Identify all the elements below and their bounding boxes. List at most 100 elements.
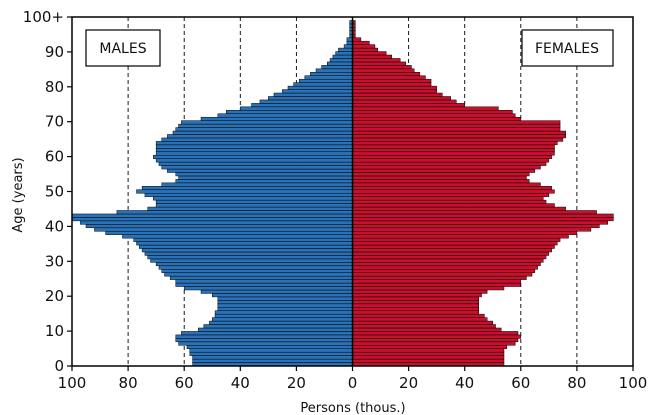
female-bar-age-93 <box>352 40 370 45</box>
female-bar-age-45 <box>352 206 566 211</box>
male-bar-age-92 <box>343 44 353 49</box>
female-bar-age-21 <box>352 289 488 294</box>
legend-females-label: FEMALES <box>535 41 599 57</box>
female-bar-age-1 <box>352 358 505 363</box>
bars <box>71 20 614 367</box>
male-bar-age-2 <box>192 355 353 360</box>
x-tick-label: 80 <box>567 374 586 392</box>
male-bar-age-80 <box>287 85 353 90</box>
female-bar-age-10 <box>352 327 502 332</box>
female-bar-age-46 <box>352 203 555 208</box>
male-bar-age-10 <box>197 327 353 332</box>
female-bar-age-37 <box>352 234 569 239</box>
male-bar-age-51 <box>141 186 353 191</box>
female-bar-age-3 <box>352 351 505 356</box>
male-bar-age-24 <box>175 279 353 284</box>
female-bar-age-91 <box>352 47 378 52</box>
female-bar-age-36 <box>352 237 561 242</box>
male-bar-age-70 <box>181 120 353 125</box>
female-bar-age-8 <box>352 334 522 339</box>
female-bar-age-42 <box>352 217 614 222</box>
legend-females-box <box>521 29 614 67</box>
male-bar-age-22 <box>183 286 353 291</box>
female-bar-age-66 <box>352 134 566 139</box>
male-bar-age-28 <box>158 265 353 270</box>
female-bar-age-58 <box>352 161 547 166</box>
x-tick-label: 40 <box>231 374 250 392</box>
female-bar-age-24 <box>352 279 522 284</box>
male-bar-age-49 <box>144 192 353 197</box>
legend-males: MALES <box>85 29 161 67</box>
female-bar-age-89 <box>352 54 393 59</box>
female-bar-age-70 <box>352 120 561 125</box>
male-bar-age-47 <box>155 199 353 204</box>
female-bar-age-2 <box>352 355 505 360</box>
male-bar-age-59 <box>155 158 353 163</box>
female-bar-age-81 <box>352 82 432 87</box>
male-bar-age-33 <box>141 248 353 253</box>
female-bar-age-78 <box>352 92 443 97</box>
male-bar-age-29 <box>155 262 353 267</box>
male-bar-age-83 <box>304 75 353 80</box>
male-bar-age-43 <box>71 213 353 218</box>
male-bar-age-36 <box>133 237 353 242</box>
female-bar-age-17 <box>352 303 479 308</box>
female-bar-age-7 <box>352 338 519 343</box>
x-tick-label: 60 <box>175 374 194 392</box>
female-bar-age-74 <box>352 106 499 111</box>
male-bar-age-62 <box>155 148 353 153</box>
y-tick-label: 100+ <box>23 8 64 26</box>
male-bar-age-58 <box>158 161 353 166</box>
female-bar-age-31 <box>352 255 547 260</box>
male-bar-age-90 <box>335 51 353 56</box>
male-bar-age-12 <box>209 320 353 325</box>
male-bar-age-3 <box>189 351 353 356</box>
male-bar-age-19 <box>217 296 353 301</box>
male-bar-age-13 <box>212 317 353 322</box>
female-bar-age-40 <box>352 224 600 229</box>
male-bar-age-67 <box>172 130 353 135</box>
y-tick-label: 40 <box>45 217 64 235</box>
y-tick-label: 20 <box>45 287 64 305</box>
female-bar-age-43 <box>352 213 614 218</box>
female-bar-age-60 <box>352 154 552 159</box>
male-bar-age-1 <box>192 358 353 363</box>
female-bar-age-69 <box>352 123 561 128</box>
female-bar-age-9 <box>352 331 519 336</box>
female-bar-age-68 <box>352 127 561 132</box>
female-bar-age-11 <box>352 324 496 329</box>
y-axis-label: Age (years) <box>11 157 26 232</box>
male-bar-age-11 <box>203 324 353 329</box>
male-bar-age-39 <box>94 227 353 232</box>
female-bar-age-44 <box>352 210 597 215</box>
male-bar-age-18 <box>217 300 353 305</box>
x-tick-label: 100 <box>619 374 648 392</box>
female-bar-age-39 <box>352 227 592 232</box>
female-bar-age-14 <box>352 313 485 318</box>
male-bar-age-46 <box>155 203 353 208</box>
female-bar-age-6 <box>352 341 516 346</box>
female-bar-age-35 <box>352 241 558 246</box>
female-bar-age-41 <box>352 220 609 225</box>
female-bar-age-50 <box>352 189 555 194</box>
male-bar-age-69 <box>178 123 353 128</box>
female-bar-age-79 <box>352 89 437 94</box>
female-bar-age-19 <box>352 296 479 301</box>
female-bar-age-49 <box>352 192 550 197</box>
female-bar-age-13 <box>352 317 488 322</box>
legend-males-label: MALES <box>99 41 146 57</box>
female-bar-age-52 <box>352 182 541 187</box>
male-bar-age-64 <box>155 141 353 146</box>
y-axis-ticks: 0 10 20 30 40 50 60 70 80 90 100+ <box>23 8 72 375</box>
male-bar-age-63 <box>155 144 353 149</box>
female-bar-age-92 <box>352 44 376 49</box>
x-tick-label: 20 <box>287 374 306 392</box>
female-bar-age-83 <box>352 75 426 80</box>
male-bar-age-53 <box>175 179 353 184</box>
y-tick-label: 70 <box>45 113 64 131</box>
female-bar-age-38 <box>352 230 578 235</box>
y-tick-label: 90 <box>45 43 64 61</box>
y-tick-label: 0 <box>54 357 64 375</box>
x-tick-label: 60 <box>511 374 530 392</box>
